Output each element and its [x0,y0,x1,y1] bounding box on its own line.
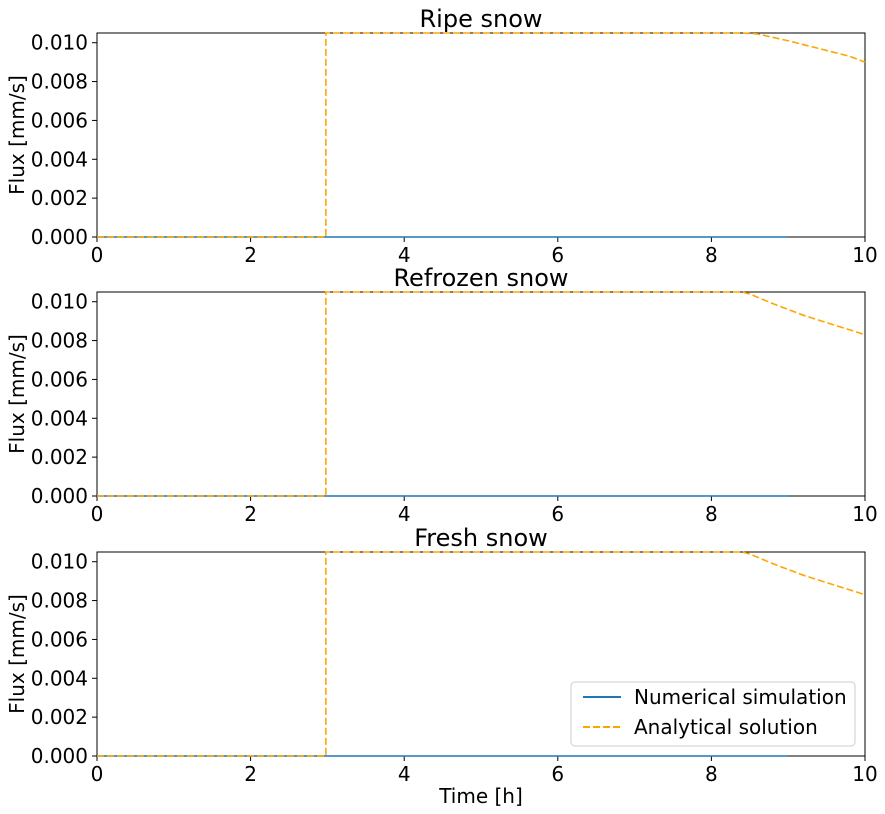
x-tick-label: 0 [91,243,104,267]
y-tick-label: 0.002 [31,186,88,210]
y-tick-label: 0.004 [31,666,88,690]
y-tick-label: 0.006 [31,108,88,132]
x-tick-label: 4 [398,243,411,267]
y-tick-label: 0.010 [31,550,88,574]
y-tick-label: 0.010 [31,31,88,55]
x-tick-label: 8 [705,502,718,526]
panel-refrozen-snow: Refrozen snow Flux [mm/s] 0 2 4 6 8 10 0.0000… [5,264,878,526]
y-tick-label: 0.002 [31,445,88,469]
x-tick-label: 4 [398,502,411,526]
series-group [97,291,866,497]
panel-fresh-snow: Fresh snow Flux [mm/s] 0 2 4 6 8 10 0.0000.00… [5,524,878,808]
x-tick-label: 10 [852,243,877,267]
legend-frame [570,681,856,747]
series-group [97,551,866,757]
y-tick-label: 0.004 [31,147,88,171]
analytical-solution-line [97,291,866,497]
x-ticks: 0 2 4 6 8 10 [91,237,878,267]
y-tick-label: 0.006 [31,627,88,651]
y-tick-label: 0.004 [31,406,88,430]
y-tick-label: 0.008 [31,329,88,353]
x-tick-label: 10 [852,762,877,786]
y-tick-label: 0.008 [31,70,88,94]
y-axis-label: Flux [mm/s] [5,75,29,195]
y-tick-label: 0.006 [31,367,88,391]
x-tick-label: 8 [705,762,718,786]
x-tick-label: 10 [852,502,877,526]
y-ticks: 0.000 0.002 0.004 0.006 0.008 0.010 [31,290,97,508]
x-tick-label: 4 [398,762,411,786]
y-tick-label: 0.000 [31,744,88,768]
plot-area [96,291,866,497]
x-tick-label: 6 [551,243,564,267]
y-axis-label: Flux [mm/s] [5,334,29,454]
y-tick-label: 0.000 [31,484,88,508]
x-tick-label: 2 [244,762,257,786]
legend-label-numerical: Numerical simulation [634,685,847,709]
panel-title: Ripe snow [420,5,543,33]
x-axis-label: Time [h] [438,784,523,808]
y-ticks: 0.000 0.002 0.004 0.006 0.008 0.010 [31,550,97,768]
y-tick-label: 0.010 [31,290,88,314]
y-tick-label: 0.002 [31,705,88,729]
y-ticks: 0.000 0.002 0.004 0.006 0.008 0.010 [31,31,97,249]
plot-area [96,32,866,238]
x-tick-label: 6 [551,762,564,786]
x-tick-label: 6 [551,502,564,526]
x-tick-label: 0 [91,762,104,786]
y-axis-label: Flux [mm/s] [5,594,29,714]
panel-ripe-snow: Ripe snow Flux [mm/s] 0 2 4 6 8 10 0.000 0.002… [5,5,878,267]
series-group [97,32,866,238]
legend-label-analytical: Analytical solution [634,715,818,739]
panel-title: Fresh snow [414,524,548,552]
x-tick-label: 2 [244,243,257,267]
y-tick-label: 0.000 [31,225,88,249]
x-tick-label: 0 [91,502,104,526]
x-ticks: 0 2 4 6 8 10 [91,496,878,526]
x-tick-label: 8 [705,243,718,267]
panel-title: Refrozen snow [393,264,568,292]
y-tick-label: 0.008 [31,589,88,613]
analytical-solution-line [97,32,866,238]
x-tick-label: 2 [244,502,257,526]
analytical-solution-line [97,551,866,757]
x-ticks: 0 2 4 6 8 10 [91,756,878,786]
legend: Numerical simulation Analytical solution [570,681,856,747]
